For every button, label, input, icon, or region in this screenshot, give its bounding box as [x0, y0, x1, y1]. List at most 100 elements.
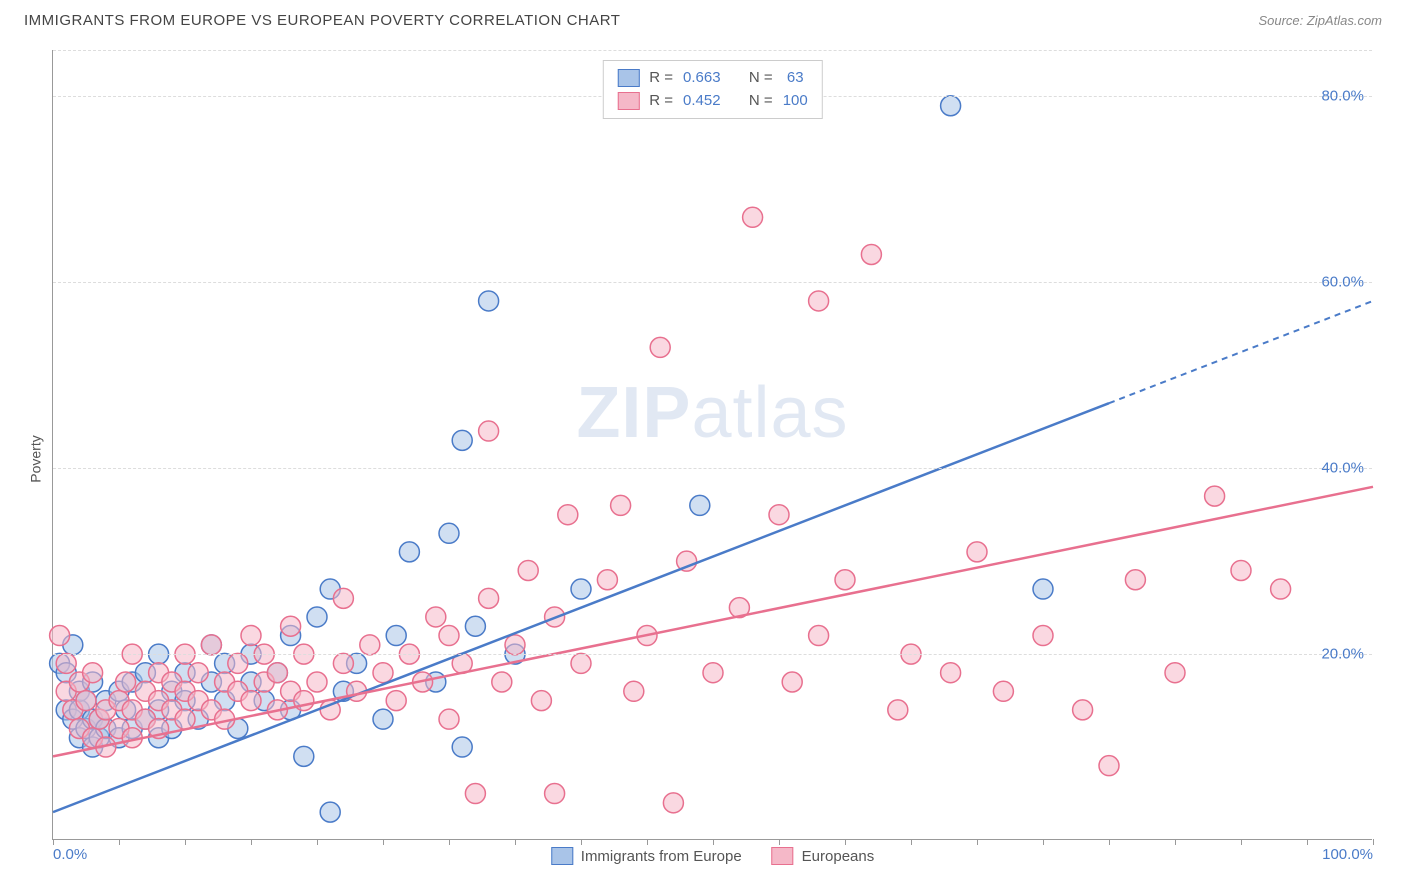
data-point[interactable] [663, 793, 683, 813]
data-point[interactable] [50, 626, 70, 646]
legend-item: Immigrants from Europe [551, 847, 742, 865]
data-point[interactable] [267, 663, 287, 683]
data-point[interactable] [941, 663, 961, 683]
gridline [53, 468, 1372, 469]
data-point[interactable] [399, 542, 419, 562]
data-point[interactable] [83, 663, 103, 683]
page-title: IMMIGRANTS FROM EUROPE VS EUROPEAN POVER… [24, 12, 620, 29]
data-point[interactable] [835, 570, 855, 590]
legend-swatch [551, 847, 573, 865]
data-point[interactable] [1033, 626, 1053, 646]
data-point[interactable] [439, 626, 459, 646]
series-legend: Immigrants from Europe Europeans [551, 847, 874, 865]
data-point[interactable] [597, 570, 617, 590]
data-point[interactable] [76, 691, 96, 711]
data-point[interactable] [386, 691, 406, 711]
data-point[interactable] [624, 681, 644, 701]
data-point[interactable] [492, 672, 512, 692]
data-point[interactable] [373, 709, 393, 729]
legend-item: Europeans [772, 847, 875, 865]
source-credit: Source: ZipAtlas.com [1258, 13, 1382, 28]
legend-swatch [617, 92, 639, 110]
gridline [53, 282, 1372, 283]
data-point[interactable] [1271, 579, 1291, 599]
data-point[interactable] [201, 635, 221, 655]
data-point[interactable] [116, 672, 136, 692]
data-point[interactable] [439, 523, 459, 543]
data-point[interactable] [993, 681, 1013, 701]
data-point[interactable] [505, 635, 525, 655]
data-point[interactable] [861, 244, 881, 264]
data-point[interactable] [809, 291, 829, 311]
data-point[interactable] [1231, 560, 1251, 580]
legend-swatch [617, 69, 639, 87]
data-point[interactable] [386, 626, 406, 646]
legend-row: R = 0.663 N = 63 [617, 67, 807, 90]
y-axis-label: Poverty [28, 435, 44, 482]
data-point[interactable] [465, 784, 485, 804]
data-point[interactable] [479, 291, 499, 311]
data-point[interactable] [769, 505, 789, 525]
data-point[interactable] [439, 709, 459, 729]
gridline [53, 654, 1372, 655]
trend-line [53, 487, 1373, 757]
data-point[interactable] [333, 588, 353, 608]
data-point[interactable] [241, 691, 261, 711]
data-point[interactable] [333, 653, 353, 673]
data-point[interactable] [809, 626, 829, 646]
data-point[interactable] [465, 616, 485, 636]
data-point[interactable] [452, 737, 472, 757]
data-point[interactable] [1073, 700, 1093, 720]
data-point[interactable] [967, 542, 987, 562]
data-point[interactable] [188, 663, 208, 683]
data-point[interactable] [782, 672, 802, 692]
data-point[interactable] [452, 430, 472, 450]
data-point[interactable] [373, 663, 393, 683]
data-point[interactable] [558, 505, 578, 525]
data-point[interactable] [611, 495, 631, 515]
data-point[interactable] [531, 691, 551, 711]
data-point[interactable] [479, 421, 499, 441]
data-point[interactable] [1165, 663, 1185, 683]
data-point[interactable] [571, 653, 591, 673]
data-point[interactable] [175, 709, 195, 729]
y-tick-label: 40.0% [1321, 460, 1364, 477]
data-point[interactable] [360, 635, 380, 655]
data-point[interactable] [518, 560, 538, 580]
trend-line-extrapolated [1109, 301, 1373, 403]
data-point[interactable] [1205, 486, 1225, 506]
data-point[interactable] [650, 337, 670, 357]
data-point[interactable] [228, 653, 248, 673]
data-point[interactable] [320, 802, 340, 822]
data-point[interactable] [888, 700, 908, 720]
y-tick-label: 80.0% [1321, 88, 1364, 105]
data-point[interactable] [241, 626, 261, 646]
chart-container: Poverty ZIPatlas 20.0%40.0%60.0%80.0% 0.… [16, 40, 1390, 878]
data-point[interactable] [545, 784, 565, 804]
plot-svg [53, 50, 1372, 839]
data-point[interactable] [1033, 579, 1053, 599]
data-point[interactable] [426, 607, 446, 627]
data-point[interactable] [941, 96, 961, 116]
data-point[interactable] [703, 663, 723, 683]
data-point[interactable] [479, 588, 499, 608]
data-point[interactable] [1125, 570, 1145, 590]
legend-row: R = 0.452 N = 100 [617, 90, 807, 113]
y-tick-label: 60.0% [1321, 274, 1364, 291]
correlation-legend: R = 0.663 N = 63 R = 0.452 N = 100 [602, 60, 822, 119]
y-tick-label: 20.0% [1321, 646, 1364, 663]
data-point[interactable] [690, 495, 710, 515]
data-point[interactable] [743, 207, 763, 227]
trend-line [53, 403, 1109, 812]
legend-swatch [772, 847, 794, 865]
x-tick-label: 100.0% [1322, 846, 1373, 863]
data-point[interactable] [281, 616, 301, 636]
data-point[interactable] [307, 672, 327, 692]
data-point[interactable] [56, 653, 76, 673]
data-point[interactable] [294, 746, 314, 766]
plot-area: ZIPatlas 20.0%40.0%60.0%80.0% 0.0%100.0%… [52, 50, 1372, 840]
data-point[interactable] [1099, 756, 1119, 776]
data-point[interactable] [571, 579, 591, 599]
data-point[interactable] [307, 607, 327, 627]
x-tick-label: 0.0% [53, 846, 87, 863]
